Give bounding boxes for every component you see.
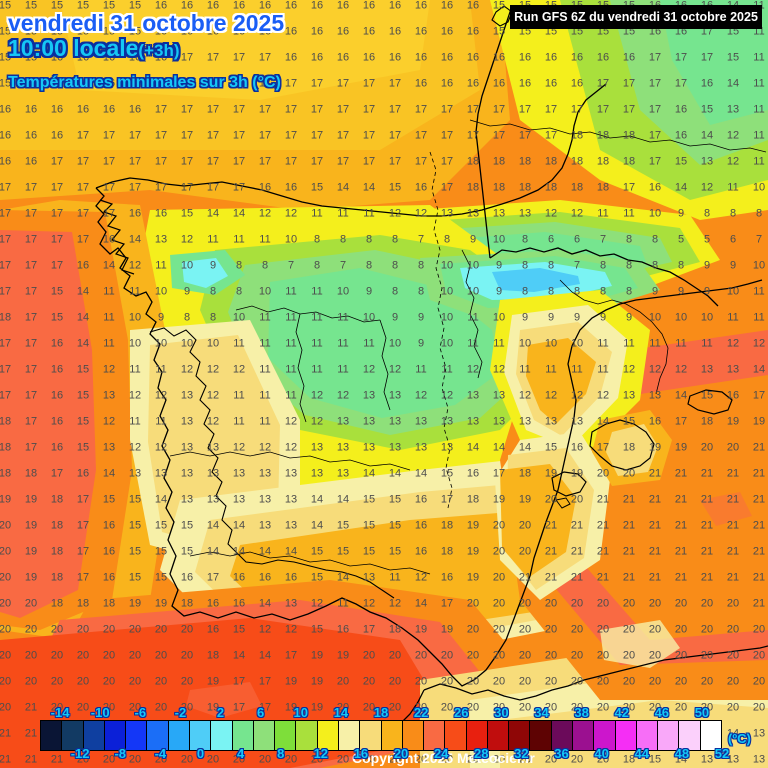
legend-swatch (253, 721, 276, 750)
legend-tick-bottom: 48 (674, 746, 690, 761)
legend-tick-top: 2 (216, 705, 225, 720)
legend-tick-bottom: 4 (236, 746, 245, 761)
legend-swatch (636, 721, 659, 750)
legend-swatch (445, 721, 467, 750)
legend-swatch (317, 721, 339, 750)
legend-swatch (573, 721, 595, 750)
legend-tick-bottom: 20 (393, 746, 409, 761)
legend-swatch (700, 721, 721, 750)
legend-swatch (551, 721, 574, 750)
legend-tick-top: -6 (134, 705, 147, 720)
legend-swatch (424, 721, 446, 750)
legend-tick-top: 22 (413, 705, 429, 720)
legend-tick-top: 26 (454, 705, 469, 720)
legend-swatch (104, 721, 127, 750)
legend-tick-bottom: 32 (514, 746, 529, 761)
legend-tick-top: -14 (50, 705, 70, 720)
legend-swatch (679, 721, 701, 750)
valid-time-text: 10:00 locale (8, 35, 139, 61)
legend-tick-top: 6 (257, 705, 265, 720)
legend-tick-bottom: 28 (474, 746, 489, 761)
legend-swatch (466, 721, 488, 750)
legend-swatch (487, 721, 510, 750)
legend-tick-bottom: 44 (634, 746, 649, 761)
legend-tick-bottom: 0 (196, 746, 205, 761)
legend-swatch (189, 721, 212, 750)
legend-swatch (275, 721, 297, 750)
legend-swatch (232, 721, 254, 750)
legend-swatch (211, 721, 233, 750)
model-run-box: Run GFS 6Z du vendredi 31 octobre 2025 (510, 5, 762, 29)
legend-tick-top: 46 (654, 705, 670, 720)
legend-tick-bottom: -12 (70, 746, 90, 761)
legend-swatch (658, 721, 680, 750)
legend-tick-bottom: -4 (154, 746, 167, 761)
legend-tick-top: -10 (90, 705, 110, 720)
legend-swatch (147, 721, 169, 750)
legend-tick-bottom: 40 (594, 746, 609, 761)
legend-tick-top: 34 (534, 705, 549, 720)
valid-time-offset: (+3h) (138, 41, 180, 60)
legend-tick-bottom: 24 (433, 746, 449, 761)
legend-swatch (530, 721, 552, 750)
page-title: vendredi 31 octobre 2025 (8, 10, 285, 36)
legend-swatch (296, 721, 318, 750)
legend-tick-top: -2 (174, 705, 187, 720)
legend-tick-bottom: 16 (353, 746, 369, 761)
legend-swatch (402, 721, 425, 750)
legend-tick-bottom: 8 (277, 746, 285, 761)
copyright-label: Copyright 2025 Meteociel.fr (352, 750, 535, 766)
legend-tick-bottom: 12 (313, 746, 329, 761)
legend-swatch (62, 721, 84, 750)
legend-swatch (615, 721, 637, 750)
legend-tick-bottom: 36 (554, 746, 569, 761)
legend-tick-top: 18 (373, 705, 389, 720)
legend-swatch (509, 721, 531, 750)
legend-swatch (594, 721, 616, 750)
legend-tick-top: 50 (694, 705, 710, 720)
legend-tick-top: 42 (614, 705, 629, 720)
legend-tick-top: 30 (494, 705, 509, 720)
legend-tick-bottom: -8 (114, 746, 127, 761)
legend-swatch (381, 721, 403, 750)
legend-swatch (41, 721, 63, 750)
parameter-subtitle: Températures minimales sur 3h (°C) (8, 74, 281, 91)
legend-swatch (168, 721, 190, 750)
legend-swatch (360, 721, 382, 750)
color-scale-legend (40, 720, 722, 751)
legend-swatch (126, 721, 148, 750)
legend-swatch (83, 721, 105, 750)
legend-tick-top: 10 (293, 705, 308, 720)
legend-tick-bottom: 52 (714, 746, 730, 761)
legend-unit-label: (ºC) (728, 731, 751, 746)
legend-tick-top: 38 (574, 705, 589, 720)
legend-tick-top: 14 (333, 705, 349, 720)
legend-swatch (338, 721, 361, 750)
model-run-label: Run GFS 6Z du vendredi 31 octobre 2025 (514, 10, 758, 24)
valid-time-title: 10:00 locale(+3h) (8, 35, 180, 62)
